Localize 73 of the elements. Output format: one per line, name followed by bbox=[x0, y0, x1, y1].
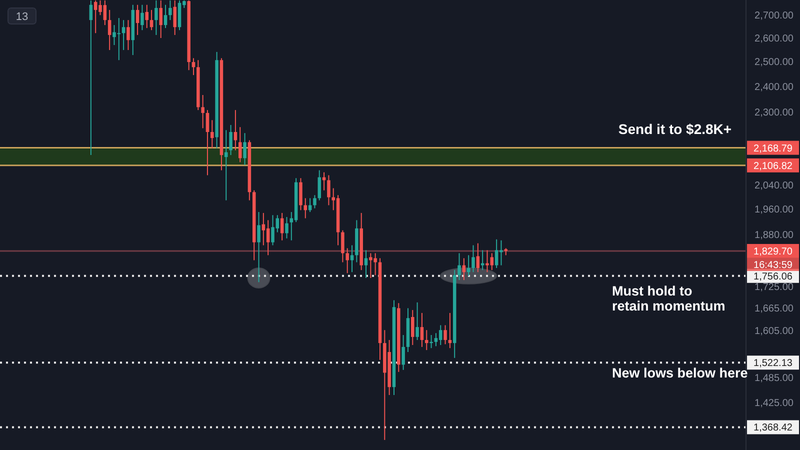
y-tick-label: 2,600.00 bbox=[754, 33, 794, 44]
candlestick bbox=[416, 302, 419, 340]
y-tick-label: 1,605.00 bbox=[754, 326, 794, 337]
y-tick-label: 1,665.00 bbox=[754, 304, 794, 315]
y-tick-label: 2,300.00 bbox=[754, 108, 794, 119]
y-tick-label: 2,040.00 bbox=[754, 180, 794, 192]
candlestick bbox=[458, 252, 461, 281]
candlestick bbox=[126, 20, 130, 51]
annotation: Must hold to retain momentum bbox=[612, 284, 726, 314]
candlestick bbox=[164, 4, 168, 29]
band-label: Send it to $2.8K+ bbox=[618, 120, 732, 137]
candlestick bbox=[402, 334, 405, 370]
candlestick bbox=[299, 178, 302, 211]
candlestick bbox=[424, 330, 428, 351]
annotation: 13 bbox=[16, 10, 28, 23]
candlestick bbox=[122, 20, 126, 51]
candlestick bbox=[411, 310, 414, 346]
ref-line-label: 1,756.06 bbox=[754, 271, 793, 282]
candlestick bbox=[192, 58, 196, 76]
candlestick bbox=[308, 198, 312, 213]
candlestick bbox=[173, 0, 176, 36]
candlestick bbox=[420, 312, 424, 348]
candlestick bbox=[476, 242, 480, 273]
candlestick bbox=[434, 332, 438, 347]
y-tick-label: 1,960.00 bbox=[754, 204, 794, 216]
candlestick bbox=[234, 110, 238, 151]
candlestick bbox=[364, 250, 368, 278]
candlestick bbox=[108, 9, 112, 51]
ref-line-label: 2,106.82 bbox=[754, 160, 793, 172]
candlestick bbox=[262, 212, 266, 246]
candlestick bbox=[210, 120, 214, 149]
y-tick-label: 2,700.00 bbox=[754, 10, 794, 22]
ref-line-label: 2,168.79 bbox=[754, 143, 793, 154]
candlestick bbox=[136, 4, 140, 36]
candlestick bbox=[346, 248, 349, 274]
candlestick bbox=[229, 124, 232, 156]
y-tick-label: 1,880.00 bbox=[754, 230, 794, 242]
y-tick-label: 2,400.00 bbox=[754, 82, 794, 93]
candlestick bbox=[266, 220, 270, 256]
candlestick bbox=[206, 110, 210, 176]
candlestick bbox=[313, 194, 316, 209]
y-tick-label: 2,500.00 bbox=[754, 57, 794, 68]
text: 16:43:59 bbox=[754, 260, 793, 271]
candlestick bbox=[430, 334, 433, 349]
candlestick bbox=[444, 324, 447, 345]
candlestick bbox=[150, 9, 154, 31]
candlestick bbox=[145, 4, 148, 29]
y-tick-label: 1,485.00 bbox=[754, 373, 794, 384]
ref-line-label: 1,522.13 bbox=[754, 358, 793, 370]
candlestick bbox=[472, 244, 475, 273]
candlestick bbox=[159, 0, 162, 39]
candlestick bbox=[201, 94, 204, 129]
candlestick bbox=[243, 132, 246, 166]
candlestick bbox=[448, 312, 452, 349]
y-tick-label: 1,425.00 bbox=[754, 398, 794, 410]
candlestick bbox=[140, 4, 144, 31]
candlestick bbox=[318, 170, 322, 201]
ref-line-label: 1,368.42 bbox=[754, 422, 793, 434]
annotation: New lows below here bbox=[612, 366, 748, 381]
candlestick bbox=[341, 230, 344, 263]
candlestick bbox=[238, 126, 242, 163]
candlestick bbox=[168, 0, 172, 21]
candlestick bbox=[304, 198, 308, 219]
candlestick bbox=[89, 0, 93, 156]
candlestick bbox=[438, 324, 442, 346]
candlestick bbox=[154, 0, 158, 36]
candlestick bbox=[257, 212, 260, 283]
candlestick bbox=[285, 216, 288, 239]
candlestick bbox=[224, 130, 228, 201]
candlestick bbox=[350, 244, 354, 273]
candlestick bbox=[327, 174, 330, 206]
ref-line-label: 1,829.70 bbox=[754, 246, 793, 258]
y-tick-label: 1,725.00 bbox=[754, 282, 794, 294]
